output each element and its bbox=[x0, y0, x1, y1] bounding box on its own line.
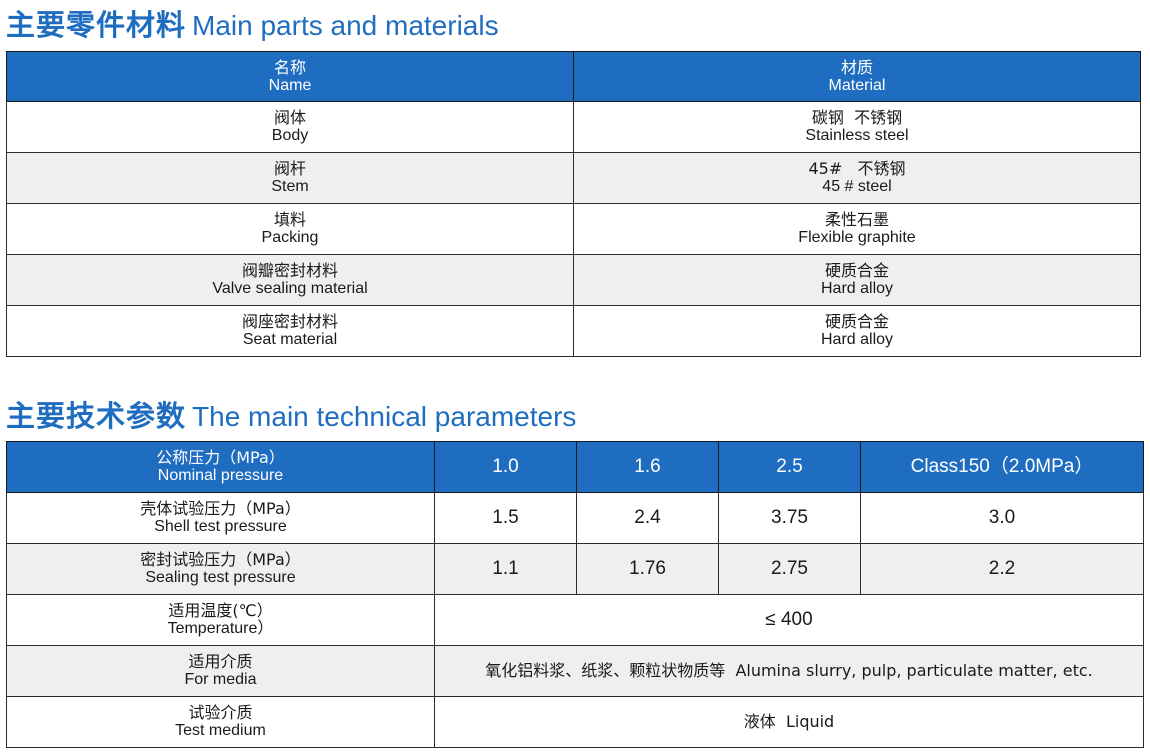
sealing-test-value: 1.1 bbox=[434, 543, 577, 595]
nominal-pressure-en: Nominal pressure bbox=[157, 467, 284, 484]
part-material-en: 45 # steel bbox=[822, 178, 892, 195]
part-material-cn: 45# 不锈钢 bbox=[808, 159, 906, 178]
part-name-cn: 阀体 bbox=[273, 108, 306, 127]
temperature-en: Temperature） bbox=[167, 620, 274, 637]
parts-materials-table: 名称 Name 材质 Material 阀体 Body 碳钢 不锈钢 Stain… bbox=[6, 51, 1141, 357]
technical-title-cn: 主要技术参数 bbox=[6, 401, 187, 433]
table-row: 壳体试验压力（MPa） Shell test pressure 1.5 2.4 … bbox=[6, 492, 1144, 544]
sealing-test-label-cell: 密封试验压力（MPa） Sealing test pressure bbox=[6, 543, 435, 595]
shell-test-en: Shell test pressure bbox=[154, 518, 287, 535]
temperature-value: ≤ 400 bbox=[434, 594, 1144, 646]
part-material-en: Hard alloy bbox=[820, 331, 894, 348]
test-medium-value: 液体 Liquid bbox=[434, 696, 1144, 748]
part-name-en: Valve sealing material bbox=[212, 280, 368, 297]
part-material-cell: 硬质合金 Hard alloy bbox=[573, 305, 1141, 357]
part-name-cell: 阀体 Body bbox=[6, 101, 574, 153]
media-value: 氧化铝料浆、纸浆、颗粒状物质等 Alumina slurry, pulp, pa… bbox=[434, 645, 1144, 697]
parts-title-en: Main parts and materials bbox=[192, 10, 499, 41]
part-name-cell: 阀瓣密封材料 Valve sealing material bbox=[6, 254, 574, 306]
shell-test-value: 3.0 bbox=[860, 492, 1144, 544]
part-material-cell: 45# 不锈钢 45 # steel bbox=[573, 152, 1141, 204]
part-material-en: Hard alloy bbox=[820, 280, 894, 297]
part-material-en: Stainless steel bbox=[805, 127, 909, 144]
nominal-pressure-cn: 公称压力（MPa） bbox=[156, 448, 285, 467]
shell-test-value: 1.5 bbox=[434, 492, 577, 544]
nominal-pressure-value: 1.6 bbox=[576, 441, 719, 493]
test-medium-label-cell: 试验介质 Test medium bbox=[6, 696, 435, 748]
header-material-cell: 材质 Material bbox=[573, 51, 1141, 102]
part-name-cell: 阀座密封材料 Seat material bbox=[6, 305, 574, 357]
part-name-cn: 阀瓣密封材料 bbox=[241, 261, 338, 280]
part-name-en: Body bbox=[271, 127, 309, 144]
table-row: 适用介质 For media 氧化铝料浆、纸浆、颗粒状物质等 Alumina s… bbox=[6, 645, 1144, 697]
part-material-cn: 硬质合金 bbox=[824, 261, 889, 280]
table-row: 试验介质 Test medium 液体 Liquid bbox=[6, 696, 1144, 748]
technical-section-title: 主要技术参数 The main technical parameters bbox=[6, 393, 576, 435]
parts-title-cn: 主要零件材料 bbox=[6, 10, 187, 42]
nominal-pressure-label-cell: 公称压力（MPa） Nominal pressure bbox=[6, 441, 435, 493]
part-material-en: Flexible graphite bbox=[798, 229, 916, 246]
part-name-en: Seat material bbox=[242, 331, 338, 348]
table-row: 密封试验压力（MPa） Sealing test pressure 1.1 1.… bbox=[6, 543, 1144, 595]
table-row: 阀瓣密封材料 Valve sealing material 硬质合金 Hard … bbox=[6, 254, 1141, 306]
table-row: 阀座密封材料 Seat material 硬质合金 Hard alloy bbox=[6, 305, 1141, 357]
part-material-cell: 柔性石墨 Flexible graphite bbox=[573, 203, 1141, 255]
header-material-en: Material bbox=[828, 76, 886, 94]
part-name-en: Packing bbox=[261, 229, 319, 246]
parts-section-title: 主要零件材料 Main parts and materials bbox=[6, 2, 499, 44]
part-material-cn: 柔性石墨 bbox=[824, 210, 889, 229]
sealing-test-value: 2.75 bbox=[718, 543, 861, 595]
technical-parameters-table: 公称压力（MPa） Nominal pressure 1.0 1.6 2.5 C… bbox=[6, 441, 1144, 748]
shell-test-value: 2.4 bbox=[576, 492, 719, 544]
part-name-cn: 填料 bbox=[273, 210, 306, 229]
table-row: 填料 Packing 柔性石墨 Flexible graphite bbox=[6, 203, 1141, 255]
temperature-cn: 适用温度(℃） bbox=[168, 601, 273, 620]
shell-test-value: 3.75 bbox=[718, 492, 861, 544]
part-name-cell: 阀杆 Stem bbox=[6, 152, 574, 204]
header-name-cn: 名称 bbox=[273, 57, 306, 77]
part-name-cn: 阀杆 bbox=[273, 159, 306, 178]
table-header-row: 名称 Name 材质 Material bbox=[6, 51, 1141, 102]
sealing-test-en: Sealing test pressure bbox=[145, 569, 296, 586]
part-name-en: Stem bbox=[271, 178, 309, 195]
media-en: For media bbox=[184, 671, 257, 688]
table-row: 阀杆 Stem 45# 不锈钢 45 # steel bbox=[6, 152, 1141, 204]
part-material-cn: 碳钢 不锈钢 bbox=[811, 108, 903, 127]
part-material-cell: 硬质合金 Hard alloy bbox=[573, 254, 1141, 306]
technical-title-en: The main technical parameters bbox=[192, 401, 577, 432]
part-material-cn: 硬质合金 bbox=[824, 312, 889, 331]
test-medium-cn: 试验介质 bbox=[188, 703, 253, 722]
header-material-cn: 材质 bbox=[840, 57, 873, 77]
nominal-pressure-value: 2.5 bbox=[718, 441, 861, 493]
sealing-test-value: 2.2 bbox=[860, 543, 1144, 595]
part-name-cn: 阀座密封材料 bbox=[241, 312, 338, 331]
part-name-cell: 填料 Packing bbox=[6, 203, 574, 255]
nominal-pressure-value: 1.0 bbox=[434, 441, 577, 493]
table-header-row: 公称压力（MPa） Nominal pressure 1.0 1.6 2.5 C… bbox=[6, 441, 1144, 493]
nominal-pressure-value: Class150（2.0MPa） bbox=[860, 441, 1144, 493]
table-row: 适用温度(℃） Temperature） ≤ 400 bbox=[6, 594, 1144, 646]
sealing-test-value: 1.76 bbox=[576, 543, 719, 595]
part-material-cell: 碳钢 不锈钢 Stainless steel bbox=[573, 101, 1141, 153]
header-name-en: Name bbox=[268, 76, 312, 94]
media-label-cell: 适用介质 For media bbox=[6, 645, 435, 697]
shell-test-label-cell: 壳体试验压力（MPa） Shell test pressure bbox=[6, 492, 435, 544]
test-medium-en: Test medium bbox=[175, 722, 266, 739]
temperature-label-cell: 适用温度(℃） Temperature） bbox=[6, 594, 435, 646]
media-cn: 适用介质 bbox=[188, 652, 253, 671]
shell-test-cn: 壳体试验压力（MPa） bbox=[140, 499, 301, 518]
header-name-cell: 名称 Name bbox=[6, 51, 574, 102]
table-row: 阀体 Body 碳钢 不锈钢 Stainless steel bbox=[6, 101, 1141, 153]
sealing-test-cn: 密封试验压力（MPa） bbox=[140, 550, 301, 569]
